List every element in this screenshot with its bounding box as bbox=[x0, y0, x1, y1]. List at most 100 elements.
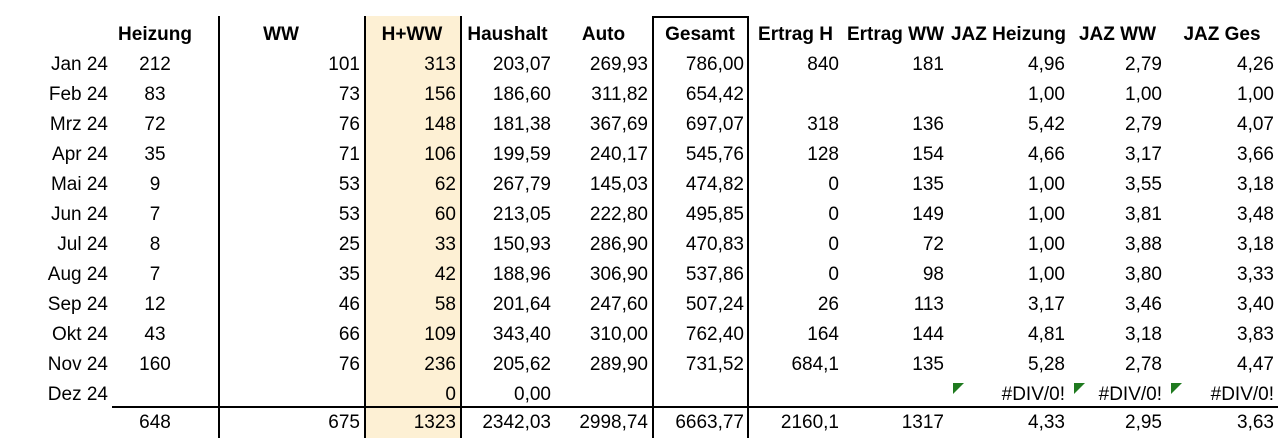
cell-haushalt[interactable]: 188,96 bbox=[492, 264, 551, 285]
cell-month[interactable]: Okt 24 bbox=[52, 324, 108, 345]
cell-month[interactable]: Apr 24 bbox=[52, 144, 108, 165]
total-jaz-ges[interactable]: 3,63 bbox=[1237, 412, 1274, 433]
cell-jaz-heizung[interactable]: 4,66 bbox=[1028, 144, 1065, 165]
cell-jaz-heizung[interactable]: 4,81 bbox=[1028, 324, 1065, 345]
header-jaz-ww[interactable]: JAZ WW bbox=[1078, 24, 1157, 45]
total-jaz-ww[interactable]: 2,95 bbox=[1125, 412, 1162, 433]
cell-ertrag-ww[interactable]: 149 bbox=[912, 204, 944, 225]
cell-jaz-ges[interactable]: 3,18 bbox=[1237, 174, 1274, 195]
cell-ertrag-h[interactable]: 164 bbox=[807, 324, 839, 345]
cell-hww[interactable]: 0 bbox=[445, 384, 456, 405]
cell-heizung[interactable]: 9 bbox=[149, 174, 161, 195]
cell-jaz-ww[interactable]: 3,46 bbox=[1125, 294, 1162, 315]
cell-hww[interactable]: 236 bbox=[424, 354, 456, 375]
cell-hww[interactable]: 42 bbox=[434, 264, 456, 285]
cell-jaz-heizung[interactable]: 1,00 bbox=[1028, 84, 1065, 105]
cell-ertrag-h[interactable]: 0 bbox=[828, 174, 839, 195]
cell-month[interactable]: Dez 24 bbox=[47, 384, 108, 405]
cell-month[interactable]: Jan 24 bbox=[50, 54, 108, 75]
total-gesamt[interactable]: 6663,77 bbox=[675, 412, 744, 433]
cell-gesamt[interactable]: 762,40 bbox=[685, 324, 744, 345]
total-ww[interactable]: 675 bbox=[328, 412, 360, 433]
cell-jaz-ges[interactable]: #DIV/0! bbox=[1210, 384, 1274, 405]
cell-month[interactable]: Aug 24 bbox=[47, 264, 108, 285]
cell-jaz-heizung[interactable]: 5,42 bbox=[1028, 114, 1065, 135]
cell-gesamt[interactable]: 537,86 bbox=[685, 264, 744, 285]
header-ertrag-h[interactable]: Ertrag H bbox=[758, 24, 833, 45]
cell-auto[interactable]: 310,00 bbox=[589, 324, 648, 345]
cell-hww[interactable]: 60 bbox=[434, 204, 456, 225]
cell-jaz-heizung[interactable]: 1,00 bbox=[1028, 174, 1065, 195]
total-ertrag-h[interactable]: 2160,1 bbox=[780, 412, 839, 433]
cell-haushalt[interactable]: 199,59 bbox=[492, 144, 551, 165]
cell-jaz-ww[interactable]: 3,88 bbox=[1125, 234, 1162, 255]
cell-haushalt[interactable]: 0,00 bbox=[514, 384, 551, 405]
cell-ww[interactable]: 101 bbox=[328, 54, 360, 75]
cell-jaz-ges[interactable]: 3,33 bbox=[1237, 264, 1274, 285]
cell-jaz-ges[interactable]: 3,48 bbox=[1237, 204, 1274, 225]
cell-auto[interactable]: 247,60 bbox=[589, 294, 648, 315]
cell-jaz-ww[interactable]: 2,78 bbox=[1125, 354, 1162, 375]
cell-hww[interactable]: 109 bbox=[424, 324, 456, 345]
cell-jaz-ges[interactable]: 4,26 bbox=[1237, 54, 1274, 75]
cell-auto[interactable]: 145,03 bbox=[589, 174, 648, 195]
cell-auto[interactable]: 222,80 bbox=[589, 204, 648, 225]
header-haushalt[interactable]: Haushalt bbox=[467, 24, 548, 45]
cell-auto[interactable]: 289,90 bbox=[589, 354, 648, 375]
total-month[interactable] bbox=[0, 408, 112, 438]
cell-jaz-ges[interactable]: 4,07 bbox=[1237, 114, 1274, 135]
cell-jaz-ges[interactable]: 3,40 bbox=[1237, 294, 1274, 315]
header-jaz-ges[interactable]: JAZ Ges bbox=[1183, 24, 1261, 45]
cell-jaz-heizung[interactable]: 4,96 bbox=[1028, 54, 1065, 75]
cell-haushalt[interactable]: 267,79 bbox=[492, 174, 551, 195]
cell-month[interactable]: Nov 24 bbox=[47, 354, 108, 375]
cell-month[interactable]: Jun 24 bbox=[50, 204, 108, 225]
cell-hww[interactable]: 62 bbox=[434, 174, 456, 195]
cell-ertrag-ww[interactable]: 113 bbox=[913, 294, 944, 315]
cell-ww[interactable]: 73 bbox=[338, 84, 360, 105]
cell-haushalt[interactable]: 181,38 bbox=[492, 114, 551, 135]
total-jaz-heizung[interactable]: 4,33 bbox=[1028, 412, 1065, 433]
cell-auto[interactable]: 240,17 bbox=[589, 144, 648, 165]
header-gesamt[interactable]: Gesamt bbox=[665, 24, 735, 45]
cell-month[interactable]: Sep 24 bbox=[47, 294, 108, 315]
cell-ww[interactable]: 53 bbox=[338, 174, 360, 195]
total-hww[interactable]: 1323 bbox=[413, 412, 456, 433]
cell-gesamt[interactable]: 786,00 bbox=[685, 54, 744, 75]
cell-gesamt[interactable]: 697,07 bbox=[685, 114, 744, 135]
cell-heizung[interactable]: 160 bbox=[139, 354, 171, 375]
cell-heizung[interactable]: 12 bbox=[144, 294, 166, 315]
header-ww[interactable]: WW bbox=[263, 24, 299, 45]
cell-ertrag-h[interactable]: 0 bbox=[828, 204, 839, 225]
cell-jaz-heizung[interactable]: 1,00 bbox=[1028, 264, 1065, 285]
cell-jaz-heizung[interactable]: 5,28 bbox=[1028, 354, 1065, 375]
cell-heizung[interactable]: 83 bbox=[144, 84, 166, 105]
cell-month[interactable]: Jul 24 bbox=[57, 234, 108, 255]
cell-ww[interactable]: 25 bbox=[338, 234, 360, 255]
cell-month[interactable]: Mai 24 bbox=[50, 174, 108, 195]
cell-ertrag-ww[interactable]: 181 bbox=[912, 54, 944, 75]
cell-jaz-ww[interactable]: 1,00 bbox=[1125, 84, 1162, 105]
cell-jaz-ges[interactable]: 3,66 bbox=[1237, 144, 1274, 165]
cell-auto[interactable]: 286,90 bbox=[589, 234, 648, 255]
cell-ertrag-h[interactable]: 684,1 bbox=[791, 354, 839, 375]
header-auto[interactable]: Auto bbox=[581, 24, 626, 45]
cell-haushalt[interactable]: 213,05 bbox=[492, 204, 551, 225]
cell-jaz-ww[interactable]: 2,79 bbox=[1125, 114, 1162, 135]
cell-auto[interactable]: 367,69 bbox=[589, 114, 648, 135]
cell-hww[interactable]: 148 bbox=[424, 114, 456, 135]
cell-gesamt[interactable]: 654,42 bbox=[685, 84, 744, 105]
cell-ertrag-h[interactable] bbox=[748, 80, 843, 110]
cell-heizung[interactable]: 35 bbox=[144, 144, 166, 165]
cell-ertrag-ww[interactable]: 154 bbox=[912, 144, 944, 165]
cell-gesamt[interactable]: 474,82 bbox=[685, 174, 744, 195]
cell-ertrag-h[interactable]: 840 bbox=[807, 54, 839, 75]
cell-haushalt[interactable]: 150,93 bbox=[492, 234, 551, 255]
cell-jaz-heizung[interactable]: 1,00 bbox=[1028, 234, 1065, 255]
cell-ww[interactable]: 71 bbox=[338, 144, 360, 165]
cell-auto[interactable]: 269,93 bbox=[589, 54, 648, 75]
cell-gesamt[interactable]: 731,52 bbox=[685, 354, 744, 375]
cell-heizung[interactable]: 212 bbox=[139, 54, 171, 75]
cell-hww[interactable]: 106 bbox=[424, 144, 456, 165]
cell-auto[interactable]: 306,90 bbox=[589, 264, 648, 285]
